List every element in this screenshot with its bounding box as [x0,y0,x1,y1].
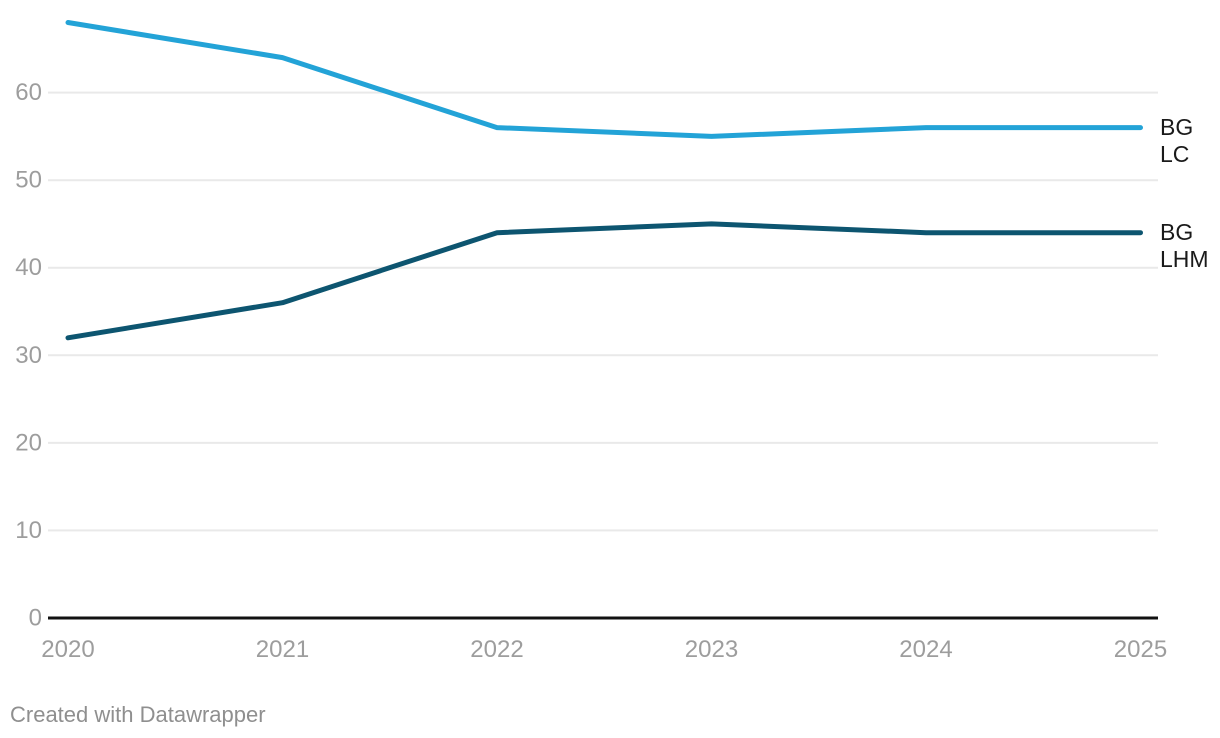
attribution-text: Created with Datawrapper [10,702,266,727]
x-tick-label: 2021 [256,636,309,663]
series-line-bg-lc [65,20,1143,139]
y-tick-label: 20 [15,429,42,456]
y-tick-label: 10 [15,517,42,544]
series-label-bg-lc: BG LC [1160,114,1194,167]
x-tick-label: 2023 [685,636,738,663]
y-tick-label: 60 [15,79,42,106]
x-tick-label: 2025 [1114,636,1167,663]
y-tick-label: 50 [15,167,42,194]
y-tick-label: 30 [15,342,42,369]
x-tick-label: 2020 [41,636,94,663]
y-tick-label: 40 [15,254,42,281]
x-tick-label: 2024 [899,636,952,663]
series-label-bg-lhm: BG LHM [1160,219,1209,272]
y-tick-label: 0 [29,605,42,632]
x-tick-label: 2022 [470,636,523,663]
series-line-bg-lhm [65,221,1143,341]
